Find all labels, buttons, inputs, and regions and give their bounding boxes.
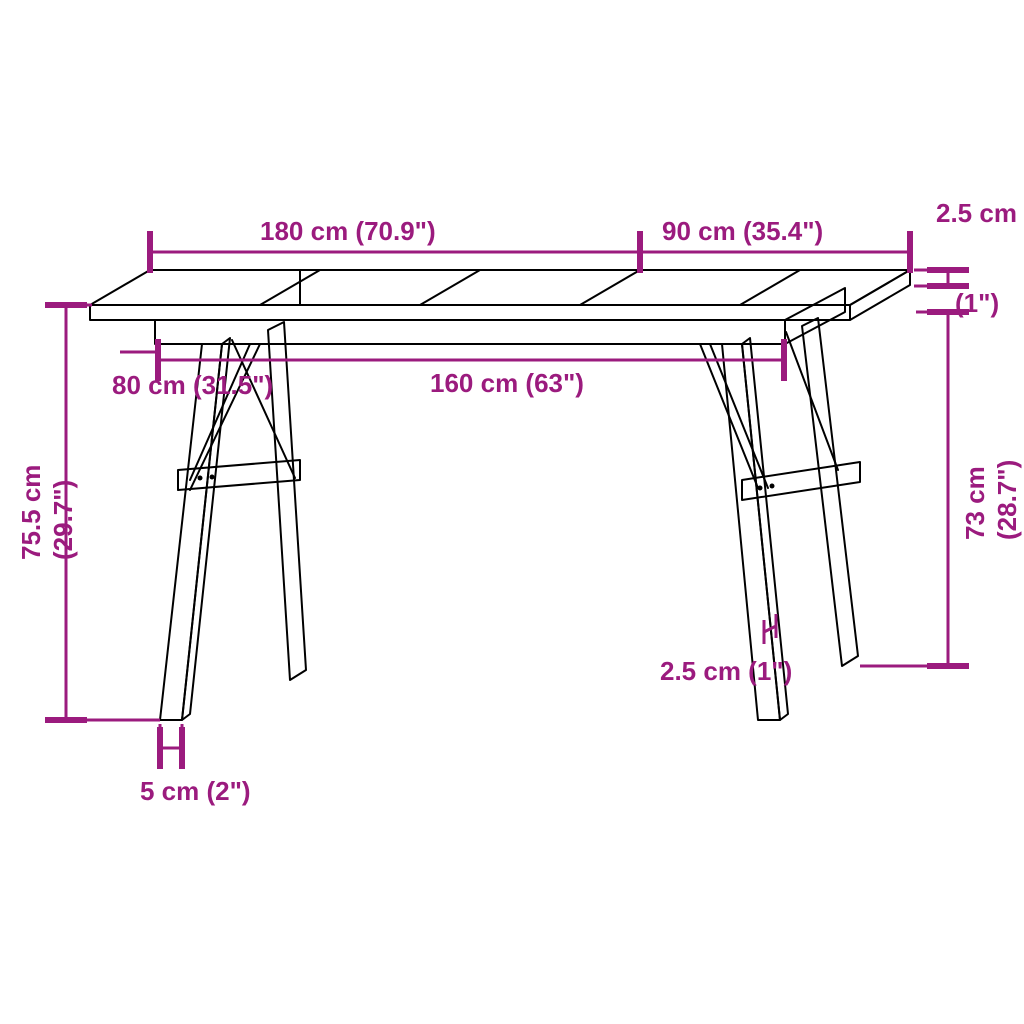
dim-top-width: 180 cm (70.9") bbox=[150, 216, 640, 272]
dim-leg-depth-label: 2.5 cm (1") bbox=[660, 656, 792, 686]
dim-top-thickness: 2.5 cm (1") bbox=[914, 198, 1017, 318]
dim-under-height-label2: (28.7") bbox=[992, 460, 1022, 540]
dim-inner-width-label: 160 cm (63") bbox=[430, 368, 584, 398]
dim-leg-width-label: 5 cm (2") bbox=[140, 776, 251, 806]
dim-under-height: 73 cm (28.7") bbox=[860, 312, 1022, 666]
table-drawing bbox=[90, 270, 910, 720]
dim-under-height-label: 73 cm bbox=[960, 466, 990, 540]
dim-top-thickness-label2: (1") bbox=[955, 288, 999, 318]
dim-top-depth-label: 90 cm (35.4") bbox=[662, 216, 823, 246]
dim-inner-depth-label: 80 cm (31.5") bbox=[112, 370, 273, 400]
dim-overall-height-label: 75.5 cm bbox=[16, 465, 46, 560]
dim-overall-height-label2: (29.7") bbox=[48, 480, 78, 560]
dim-top-width-label: 180 cm (70.9") bbox=[260, 216, 436, 246]
dim-overall-height: 75.5 cm (29.7") bbox=[16, 305, 160, 720]
dim-top-depth: 90 cm (35.4") bbox=[640, 216, 910, 272]
dim-top-thickness-label: 2.5 cm bbox=[936, 198, 1017, 228]
dim-leg-width: 5 cm (2") bbox=[140, 724, 251, 806]
